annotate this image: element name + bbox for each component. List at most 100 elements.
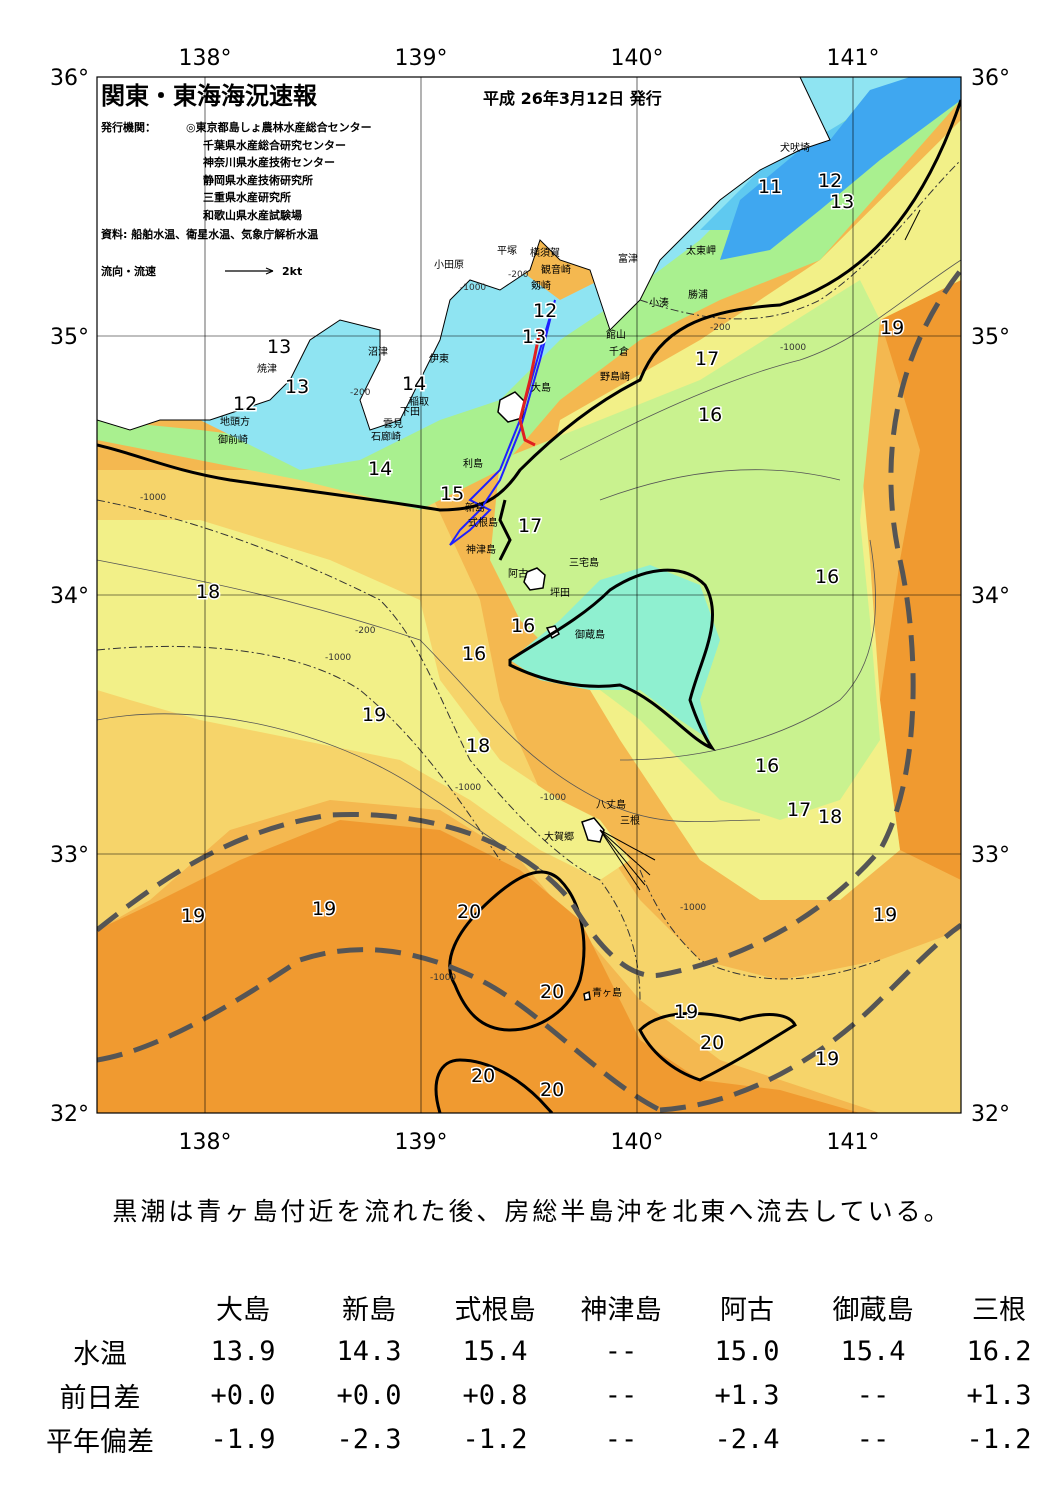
place-label: 神津島 [466, 543, 496, 556]
land-hachijo [581, 817, 605, 843]
isotherm-label: 19 [362, 704, 386, 726]
isotherm-label: 12 [818, 170, 842, 192]
isotherm-label: 20 [540, 981, 564, 1003]
row-label: 水温 [73, 1338, 127, 1370]
isotherms [97, 259, 961, 881]
depth-label: -1000 [325, 653, 351, 663]
table-cell: +0.0 [210, 1379, 276, 1411]
station-header: 神津島 [580, 1294, 662, 1326]
isotherm-label: 16 [511, 615, 535, 637]
table-row: 水温 13.9 14.3 15.4 -- 15.0 15.4 16.2 [20, 1329, 1062, 1373]
isotherm-label: 18 [466, 735, 490, 757]
latitude-label: 32° [50, 1102, 89, 1127]
place-label: 館山 [606, 328, 626, 341]
place-label: 太東岬 [686, 244, 716, 257]
table-cell: -1.2 [966, 1423, 1032, 1455]
isotherm-label: 20 [700, 1032, 724, 1054]
isotherm-label: 13 [285, 376, 309, 398]
longitude-label: 140° [611, 46, 664, 71]
longitude-label: 139° [395, 46, 448, 71]
place-label: 千倉 [609, 345, 629, 358]
table-cell: -- [604, 1379, 638, 1411]
isotherm-label: 16 [698, 404, 722, 426]
place-label: 利島 [463, 457, 483, 470]
isotherm-label: 15 [440, 483, 464, 505]
table-cell: -1.2 [462, 1423, 528, 1455]
longitude-label: 139° [395, 1130, 448, 1155]
isotherm-label: 12 [233, 393, 257, 415]
place-label: 野島崎 [600, 370, 630, 383]
place-label: 稲取 [409, 396, 429, 408]
isotherm-label: 19 [873, 904, 897, 926]
latitude-label: 35° [971, 325, 1010, 350]
latitude-label: 34° [971, 584, 1010, 609]
station-header: 三根 [972, 1294, 1026, 1326]
station-temperature-table: 大島 新島 式根島 神津島 阿古 御蔵島 三根 水温 13.9 14.3 15.… [20, 1285, 1062, 1461]
isotherm-label: 16 [462, 643, 486, 665]
table-cell: 14.3 [336, 1335, 402, 1367]
zone-20 [97, 820, 860, 1113]
isotherm-label: 19 [312, 898, 336, 920]
station-header: 式根島 [454, 1294, 536, 1326]
station-header: 大島 [216, 1294, 270, 1326]
station-header: 御蔵島 [832, 1294, 914, 1326]
place-label: 三根 [620, 814, 640, 827]
depth-label: -200 [508, 270, 529, 280]
place-label: 青ヶ島 [592, 986, 622, 999]
isotherm-label: 20 [540, 1079, 564, 1101]
land-honshu [97, 77, 831, 431]
place-names: 犬吠埼 太東岬 勝浦 小湊 富津 横須賀 観音崎 平塚 剱崎 小田原 館山 千倉… [218, 141, 810, 999]
depth-labels: -200 -1000 -200 -1000 -200 -1000 -1000 -… [140, 270, 806, 983]
place-label: 御前崎 [218, 433, 248, 446]
issuer-item: 静岡県水産技術研究所 [203, 173, 313, 187]
flow-legend-label: 流向・流速 [101, 264, 156, 278]
current-vectors [599, 209, 921, 891]
table-cell: -1.9 [210, 1423, 276, 1455]
table-header-row: 大島 新島 式根島 神津島 阿古 御蔵島 三根 [20, 1285, 1062, 1329]
depth-label: -1000 [430, 973, 456, 983]
depth-label: -1000 [680, 903, 706, 913]
isotherm-label: 16 [815, 566, 839, 588]
isotherm-label: 16 [755, 755, 779, 777]
issuer-item: ◎東京都島しょ農林水産総合センター [186, 120, 372, 134]
place-label: 勝浦 [688, 288, 708, 301]
isotherm-label: 18 [818, 806, 842, 828]
isotherm-label: 20 [457, 901, 481, 923]
place-label: 横須賀 [530, 246, 560, 259]
table-cell: -2.4 [714, 1423, 780, 1455]
isotherm-label: 14 [368, 458, 392, 480]
place-label: 伊東 [429, 352, 449, 365]
zone-cold-eddy [510, 565, 720, 740]
issuer-item: 神奈川県水産技術センター [203, 155, 335, 169]
map-area [97, 77, 961, 1113]
zone-20-east [880, 280, 961, 880]
depth-label: -200 [710, 323, 731, 333]
depth-label: -1000 [140, 493, 166, 503]
summary-text: 黒潮は青ヶ島付近を流れた後、房総半島沖を北東へ流去している。 [112, 1197, 952, 1226]
place-label: 御蔵島 [575, 628, 605, 641]
depth-label: -1000 [780, 343, 806, 353]
isotherm-label: 13 [830, 191, 854, 213]
issuer-item: 千葉県水産総合研究センター [203, 138, 346, 152]
station-header: 阿古 [720, 1294, 774, 1326]
table-cell: +1.3 [966, 1379, 1032, 1411]
table-row: 前日差 +0.0 +0.0 +0.8 -- +1.3 -- +1.3 [20, 1373, 1062, 1417]
place-label: 式根島 [468, 516, 498, 529]
station-header: 新島 [342, 1294, 396, 1326]
place-label: 三宅島 [569, 556, 599, 569]
isotherm-label: 19 [815, 1048, 839, 1070]
place-label: 剱崎 [531, 279, 551, 292]
issuer-label: 発行機関： [100, 120, 156, 134]
row-label: 前日差 [59, 1382, 141, 1414]
table-cell: -- [856, 1379, 890, 1411]
isotherm-label: 20 [471, 1065, 495, 1087]
table-cell: 15.0 [714, 1335, 780, 1367]
isotherm-label: 13 [267, 336, 291, 358]
arrow-head-icon [265, 267, 274, 275]
issuer-item: 和歌山県水産試験場 [203, 208, 302, 222]
land-aogashima [583, 990, 591, 1001]
latitude-label: 33° [971, 843, 1010, 868]
latitude-label: 34° [50, 584, 89, 609]
place-label: 小田原 [434, 259, 464, 271]
zone-11 [720, 77, 961, 260]
